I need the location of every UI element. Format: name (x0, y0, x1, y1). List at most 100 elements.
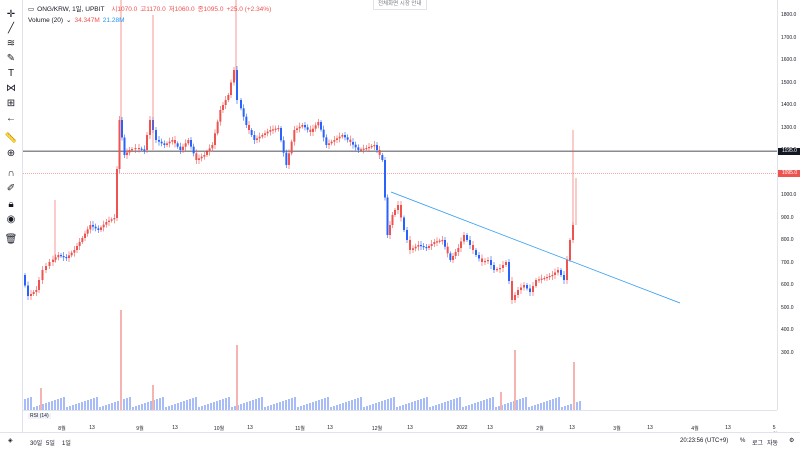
volume-bar (543, 402, 545, 410)
clock[interactable]: 20:23:56 (UTC+9) (680, 438, 729, 444)
price-chart[interactable] (23, 0, 777, 410)
volume-bar (336, 405, 338, 410)
crosshair-icon[interactable]: ✛ (6, 8, 16, 20)
volume-bar (108, 404, 110, 410)
volume-bar (510, 402, 512, 410)
lock-draw-icon[interactable]: ✐ (6, 182, 16, 194)
eye-icon[interactable]: ◉ (6, 213, 16, 225)
candle-body (126, 152, 128, 155)
volume-bar (486, 399, 488, 410)
candle-body (288, 153, 290, 165)
trash-icon[interactable]: 🗑︎ (4, 233, 18, 245)
volume-bar (384, 400, 386, 410)
volume-bar (540, 403, 542, 410)
time-tick-label: 8월 (58, 426, 66, 432)
volume-bar (159, 398, 161, 410)
volume-bar (357, 398, 359, 410)
arrow-left-icon[interactable]: ← (6, 112, 16, 124)
candle-body (306, 127, 309, 130)
time-axis[interactable]: 8월 13 9월 13 10월 13 11월 13 12월 13 2022 13 2월 13 3월 13 4월 1… (23, 424, 777, 438)
candle-body (475, 250, 477, 255)
volume-bar (507, 403, 509, 410)
time-tick-label: 10월 (213, 426, 225, 432)
candle-body (368, 147, 370, 149)
candle-body (280, 128, 282, 141)
chart-settings-icon[interactable]: ▭ (28, 6, 35, 13)
candle-body (370, 146, 373, 148)
price-tick-label: 900.0 (781, 214, 794, 221)
volume-bar (99, 407, 101, 410)
volume-bar (27, 398, 29, 410)
candle-body (38, 280, 40, 290)
candle-body (554, 272, 556, 275)
volume-bar (147, 402, 149, 410)
price-tick-label: 500.0 (781, 304, 794, 311)
chevron-down-icon[interactable]: ⌄ (66, 17, 72, 24)
volume-bar (174, 404, 176, 410)
layers-icon[interactable]: ◈ (8, 438, 13, 444)
candle-body (312, 128, 314, 132)
volume-bar (102, 406, 104, 410)
candle-body (171, 140, 174, 142)
candle-body (24, 275, 26, 286)
candle-body (57, 255, 60, 258)
candle-body (211, 145, 214, 149)
range-1d[interactable]: 1일 (62, 441, 71, 447)
volume-bar (105, 405, 107, 410)
text-icon[interactable]: T (7, 67, 15, 79)
candle-body (551, 275, 554, 277)
volume-bar (93, 398, 95, 410)
candle-body (143, 149, 146, 151)
pattern-icon[interactable]: ⋈ (6, 82, 16, 94)
range-30d[interactable]: 30일 (30, 441, 43, 447)
time-tick-label: 3월 (613, 426, 621, 432)
rsi-label: RSI (14) (28, 413, 51, 419)
candle-body (118, 120, 121, 169)
volume-bar (246, 402, 248, 410)
candle-body (441, 240, 444, 242)
fib-icon[interactable]: ≋ (6, 37, 16, 49)
candle-body (116, 169, 118, 218)
candle-body (60, 255, 62, 257)
volume-bar (387, 399, 389, 410)
candle-body (214, 133, 216, 145)
price-axis[interactable]: 2000.01900.01800.01700.01600.01500.01400… (777, 0, 800, 410)
range-5d[interactable]: 5일 (46, 441, 55, 447)
magnet-icon[interactable]: ∩ (7, 167, 15, 179)
candle-body (420, 245, 422, 247)
line-icon[interactable]: ╱ (7, 22, 15, 34)
candle-body (412, 248, 414, 250)
brush-icon[interactable]: ✎ (6, 52, 16, 64)
candle-body (330, 141, 333, 144)
auto-toggle[interactable]: 자동 (767, 441, 779, 447)
volume-bar (549, 400, 551, 410)
candle-body (198, 158, 200, 160)
candle-body (222, 105, 224, 110)
candle-body (48, 262, 51, 266)
percent-toggle[interactable]: % (740, 438, 746, 444)
gear-icon[interactable]: ⚙ (789, 438, 795, 444)
candle-body (449, 253, 452, 260)
volume-bar (156, 399, 158, 410)
candle-body (508, 262, 510, 281)
zoom-icon[interactable]: ⊕ (6, 147, 16, 159)
candle-body (320, 122, 322, 130)
bottom-toolbar: ◈ 30일 5일 1일 20:23:56 (UTC+9) % 로그 자동 ⚙ (0, 432, 800, 451)
lock-icon[interactable]: 🔒︎ (8, 198, 14, 210)
forecast-icon[interactable]: ⊞ (6, 97, 16, 109)
candle-body (386, 197, 389, 235)
volume-bar (36, 406, 38, 410)
volume-bar (75, 404, 77, 410)
candle-body (131, 149, 133, 151)
volume-label[interactable]: Volume (20) (28, 17, 64, 24)
candle-body (341, 135, 344, 137)
candle-body (381, 155, 384, 160)
log-toggle[interactable]: 로그 (752, 441, 764, 447)
volume-bar (165, 407, 167, 410)
volume-bar (162, 397, 164, 410)
candle-body (298, 126, 301, 129)
ruler-icon[interactable]: 📏 (4, 132, 18, 144)
volume-bar (369, 405, 371, 410)
volume-bar (459, 397, 461, 410)
candle-body (546, 277, 548, 279)
